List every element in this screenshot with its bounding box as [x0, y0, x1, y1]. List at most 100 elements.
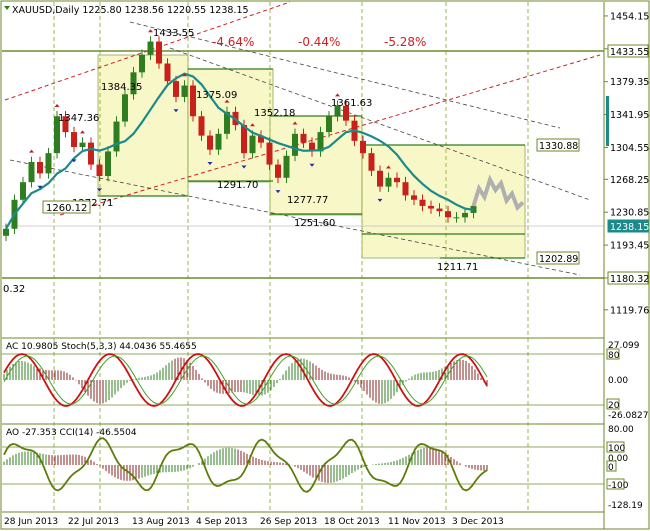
candle-body-9	[79, 142, 86, 148]
fractal-up-21	[182, 73, 187, 77]
p2-axis-0: 0.00	[608, 376, 628, 386]
p3-axis-100: 100	[608, 444, 625, 454]
p3-axis-0: 0.00	[608, 454, 628, 464]
stochastic-signal-line	[3, 355, 488, 405]
candle-body-6	[54, 116, 60, 154]
x-axis-label-1: 22 Jul 2013	[68, 517, 119, 527]
candle-body-8	[71, 132, 77, 148]
fractal-down-20	[173, 109, 179, 113]
x-axis-label-6: 11 Nov 2013	[388, 517, 446, 527]
fractal-up-34	[292, 121, 298, 125]
candle-body-50	[428, 205, 434, 209]
candle-body-16	[139, 54, 145, 73]
candle-body-7	[62, 116, 69, 133]
candle-body-51	[436, 208, 443, 212]
candle-body-19	[164, 63, 171, 82]
percent-label-3: -5.28%	[384, 35, 426, 49]
candle-body-31	[266, 142, 273, 165]
x-axis-label-0: 28 Jun 2013	[4, 517, 58, 527]
candle-body-35	[300, 133, 307, 143]
annotation-1352-18: 1352.18	[254, 108, 295, 119]
fractal-down-4	[37, 185, 43, 189]
candle-body-33	[283, 155, 290, 178]
price-tick-label-5: 1268.25	[610, 175, 649, 186]
annotation-1384-35: 1384.35	[101, 82, 142, 93]
x-axis-label-3: 4 Sep 2013	[196, 517, 247, 527]
fractal-down-28	[241, 165, 247, 169]
p2-axis-1: 27.099	[608, 341, 640, 351]
panel2-header: AC 10.9805 Stoch(5,3,3) 44.0436 55.4655	[6, 342, 197, 352]
candle-body-3	[28, 161, 35, 183]
price-tick-label-7: 1193.45	[610, 241, 649, 252]
candle-body-34	[292, 133, 298, 156]
candle-body-18	[156, 41, 162, 64]
fractal-up-17	[148, 29, 153, 33]
fractal-down-8	[71, 159, 77, 163]
p3-axis-1: 80.00	[608, 425, 634, 435]
candle-body-14	[122, 94, 128, 122]
candle-body-22	[190, 85, 196, 117]
candle-body-17	[147, 41, 154, 55]
fractal-up-9	[80, 130, 85, 134]
candle-body-26	[224, 111, 230, 134]
candle-body-0	[3, 228, 9, 236]
fractal-up-26	[224, 99, 230, 103]
percent-label-2: -0.44%	[298, 35, 340, 49]
p3-axis-min: -128.19	[608, 501, 643, 511]
candle-body-24	[207, 135, 213, 150]
box-1	[97, 54, 189, 197]
candle-body-46	[394, 177, 400, 183]
fractal-down-32	[275, 190, 281, 194]
chart-header: XAUUSD,Daily 1225.80 1238.56 1220.55 123…	[12, 5, 249, 16]
tag-1330: 1330.88	[539, 141, 578, 152]
fractal-up-39	[335, 93, 340, 97]
moving-average-line	[5, 72, 474, 230]
price-tick-label-6: 1230.85	[610, 208, 649, 219]
price-tick-label-2: 1379.35	[610, 77, 649, 88]
tag-1180: 1180.32	[610, 274, 649, 285]
candle-body-43	[368, 153, 375, 171]
p3-axis-m100: -100	[608, 481, 629, 491]
x-axis-label-7: 3 Dec 2013	[452, 517, 504, 527]
projection-line	[471, 174, 525, 212]
candle-body-28	[241, 125, 247, 154]
price-tick-label-4: 1304.55	[610, 143, 649, 154]
fractal-up-6	[54, 103, 60, 107]
candle-body-20	[173, 81, 179, 97]
annotation-1277-77: 1277.77	[287, 195, 328, 206]
candle-body-37	[317, 132, 324, 152]
x-axis-label-2: 13 Aug 2013	[132, 517, 190, 527]
annotation-1291-70: 1291.70	[217, 180, 258, 191]
candle-body-2	[20, 182, 26, 200]
fractal-down-36	[309, 163, 315, 167]
candle-body-30	[258, 135, 264, 143]
candle-body-44	[377, 170, 383, 187]
candle-body-47	[402, 182, 409, 196]
candle-body-10	[88, 142, 94, 165]
annotation-1361-63: 1361.63	[331, 98, 372, 109]
price-tick-label-3: 1341.95	[610, 110, 649, 121]
candle-body-5	[45, 153, 52, 174]
annotation-1375-09: 1375.09	[196, 90, 237, 101]
fractal-up-29	[250, 123, 255, 127]
fractal-up-3	[29, 149, 34, 153]
stochastic-main-line	[3, 353, 488, 407]
box-label-1260: 1260.12	[46, 203, 87, 214]
candle-body-4	[37, 161, 43, 174]
p2-axis-80: 80	[608, 351, 620, 361]
candle-body-54	[462, 212, 468, 218]
candle-body-53	[453, 217, 460, 219]
fractal-up-45	[386, 165, 391, 169]
annotation-1211-71: 1211.71	[437, 262, 478, 273]
price-tick-label-0: 1454.15	[610, 11, 649, 22]
p2-axis-5: -26.0827	[608, 411, 648, 421]
tag-1238: 1238.15	[610, 222, 649, 233]
left-edge-label: 0.32	[3, 284, 25, 295]
annotation-1251-60: 1251.60	[294, 218, 335, 229]
tag-1433: 1433.55	[610, 47, 649, 58]
candle-body-36	[309, 142, 315, 152]
annotation-1347-36: 1347.36	[58, 113, 99, 124]
panel3-header: AO -27.353 CCI(14) -46.5504	[6, 428, 137, 438]
candle-body-39	[334, 105, 341, 117]
